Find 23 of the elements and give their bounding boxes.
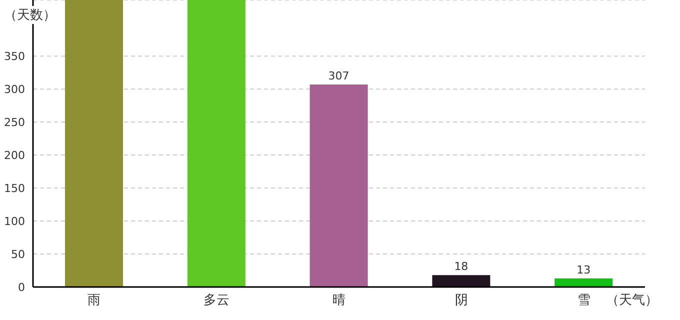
x-axis-title: （天气） bbox=[606, 292, 658, 309]
y-tick-label: 300 bbox=[4, 82, 25, 96]
y-tick-label: 200 bbox=[4, 148, 25, 162]
x-tick-label: 雨 bbox=[88, 293, 101, 308]
y-tick-label: 100 bbox=[4, 214, 25, 228]
bar bbox=[187, 0, 246, 287]
data-label: 18 bbox=[454, 260, 468, 274]
bar bbox=[310, 84, 368, 287]
x-tick-label: 雪 bbox=[577, 293, 590, 308]
y-tick-label: 150 bbox=[4, 182, 25, 195]
y-axis-title: （天数） bbox=[2, 6, 58, 24]
y-tick-label: 0 bbox=[18, 280, 25, 294]
x-tick-label: 阴 bbox=[454, 293, 468, 308]
bar bbox=[432, 275, 490, 287]
x-tick-label: 晴 bbox=[332, 293, 346, 308]
bar bbox=[65, 0, 123, 287]
data-label: 13 bbox=[576, 263, 591, 276]
y-tick-label: 250 bbox=[4, 116, 25, 129]
x-tick-label: 多云 bbox=[204, 293, 230, 308]
data-label: 307 bbox=[328, 69, 350, 82]
y-tick-label: 50 bbox=[11, 248, 25, 261]
y-tick-label: 350 bbox=[4, 50, 25, 63]
bar bbox=[554, 278, 613, 287]
